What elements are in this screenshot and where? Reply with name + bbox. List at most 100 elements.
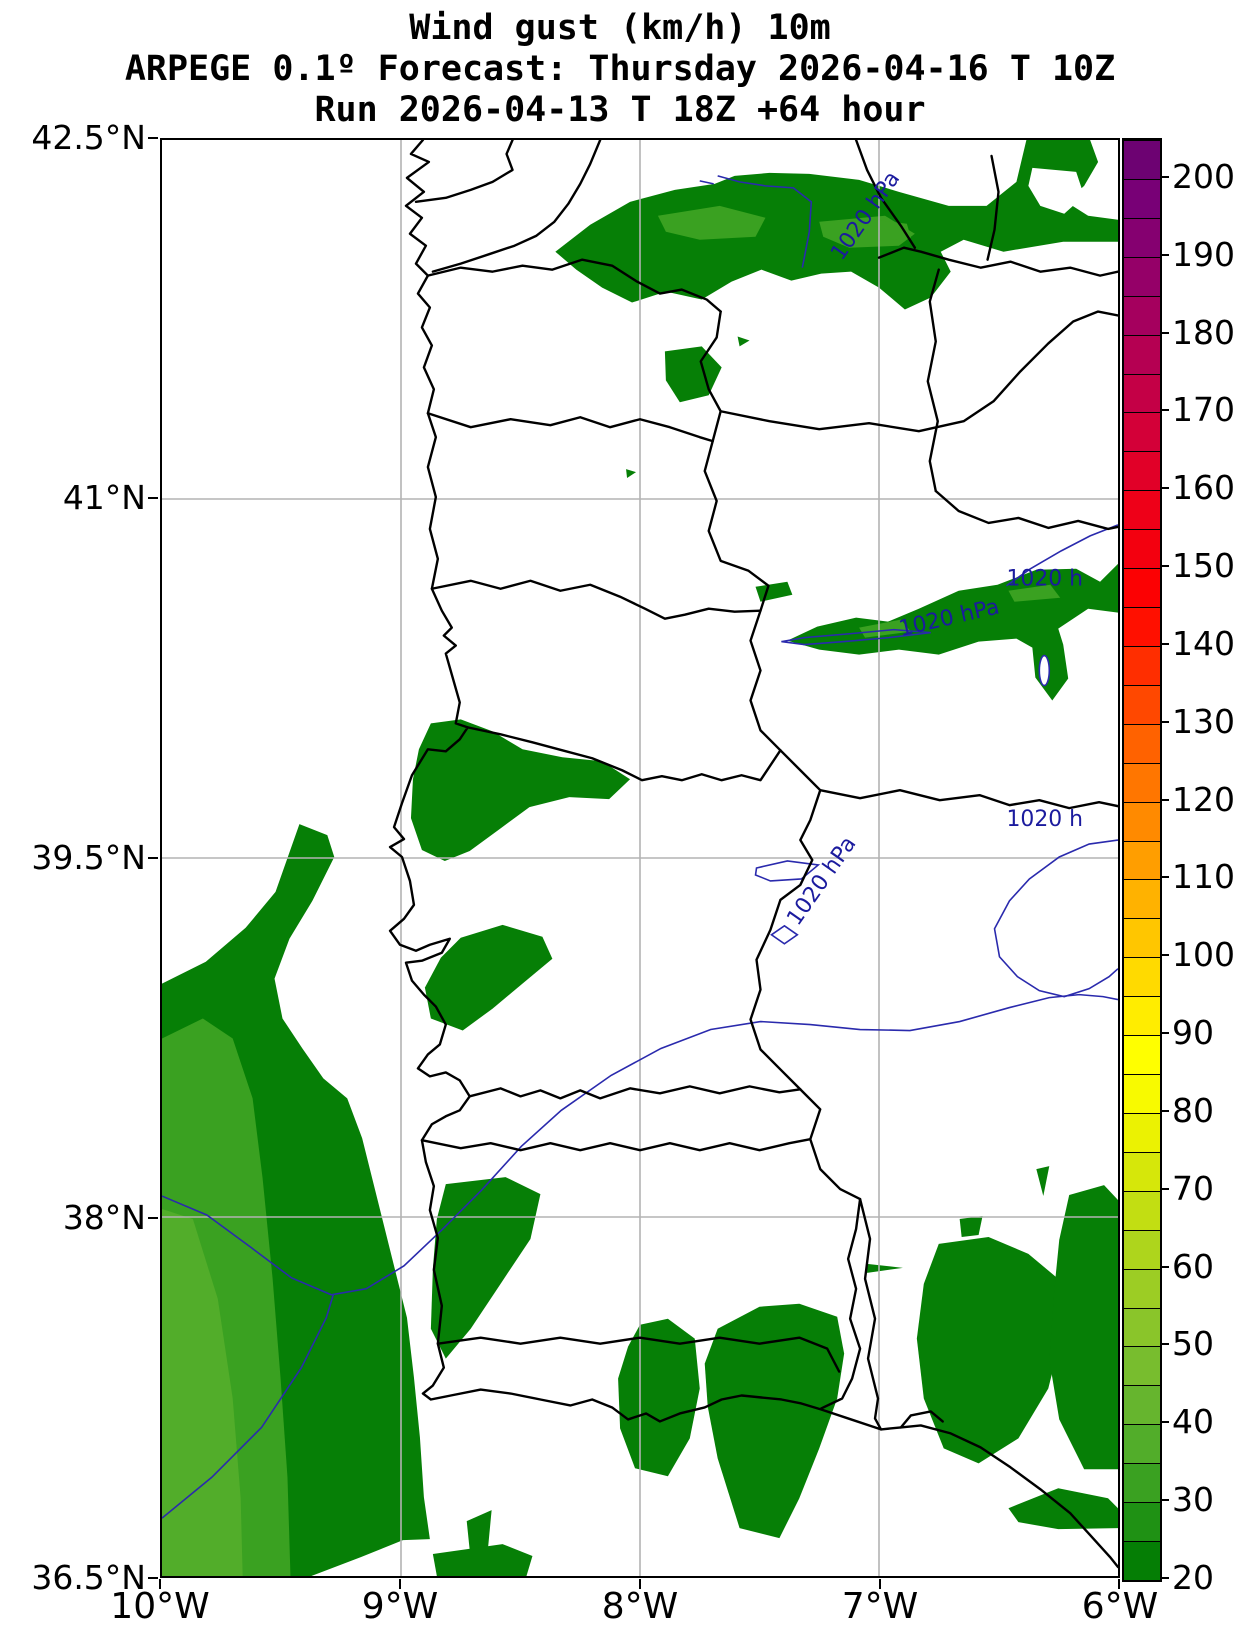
- colorbar-tick: [1160, 642, 1169, 645]
- y-tick-label: 36.5°N: [31, 1558, 146, 1597]
- x-tick-label: 7°W: [841, 1586, 919, 1627]
- colorbar-segment: [1124, 723, 1160, 763]
- isobar-label-clipped: 1020 h: [1006, 807, 1083, 832]
- map-plot-area: 1020 hPa 1020 hPa 1020 hPa 1020 h 1020 h: [160, 138, 1120, 1578]
- y-tick-label: 42.5°N: [31, 118, 146, 157]
- colorbar-tick-label: 190: [1172, 234, 1235, 274]
- colorbar-tick: [1160, 954, 1169, 957]
- colorbar-tick-label: 160: [1172, 468, 1235, 508]
- colorbar-tick: [1160, 876, 1169, 879]
- colorbar-segment: [1124, 918, 1160, 958]
- colorbar-tick-label: 30: [1172, 1480, 1214, 1520]
- figure-title: Wind gust (km/h) 10m: [409, 8, 831, 48]
- x-tick-label: 9°W: [361, 1586, 439, 1627]
- x-tick: [399, 1579, 401, 1589]
- x-tick: [879, 1579, 881, 1589]
- isobar-label: 1020 hPa: [782, 832, 861, 930]
- y-tick: [148, 857, 158, 859]
- colorbar-segment: [1124, 1346, 1160, 1386]
- colorbar-tick: [1160, 409, 1169, 412]
- colorbar-segment: [1124, 568, 1160, 607]
- colorbar-tick: [1160, 1499, 1169, 1502]
- colorbar-segment: [1124, 801, 1160, 841]
- y-tick-label: 39.5°N: [31, 838, 146, 877]
- colorbar-segment: [1124, 1229, 1160, 1269]
- colorbar-segment: [1124, 1541, 1160, 1580]
- colorbar-tick-label: 60: [1172, 1246, 1214, 1286]
- figure-run-info: Run 2026-04-13 T 18Z +64 hour: [314, 90, 926, 130]
- x-tick-label: 6°W: [1081, 1586, 1159, 1627]
- x-tick-label: 8°W: [601, 1586, 679, 1627]
- colorbar-tick: [1160, 1421, 1169, 1424]
- colorbar-tick-label: 180: [1172, 312, 1235, 352]
- colorbar-tick-label: 130: [1172, 701, 1235, 741]
- colorbar-segment: [1124, 334, 1160, 374]
- colorbar-tick: [1160, 253, 1169, 256]
- colorbar-tick: [1160, 331, 1169, 334]
- y-tick-label: 38°N: [62, 1198, 146, 1237]
- colorbar-tick-label: 40: [1172, 1402, 1214, 1442]
- colorbar-segment: [1124, 178, 1160, 218]
- colorbar-tick: [1160, 487, 1169, 490]
- x-tick: [1118, 1579, 1120, 1589]
- colorbar-segment: [1124, 684, 1160, 724]
- colorbar-segment: [1124, 1035, 1160, 1075]
- colorbar-segment: [1124, 1074, 1160, 1113]
- colorbar-tick: [1160, 1577, 1169, 1579]
- x-tick: [159, 1579, 161, 1589]
- y-tick: [148, 1577, 158, 1579]
- y-tick-label: 41°N: [62, 478, 146, 517]
- isobar-1020: [162, 175, 1118, 1519]
- colorbar-tick-label: 150: [1172, 546, 1235, 586]
- colorbar-segment: [1124, 373, 1160, 413]
- colorbar-segment: [1124, 879, 1160, 919]
- colorbar-tick: [1160, 1343, 1169, 1346]
- colorbar-tick: [1160, 565, 1169, 568]
- y-tick: [148, 497, 158, 499]
- colorbar-tick-label: 100: [1172, 935, 1235, 975]
- fill-notch: [1028, 167, 1085, 214]
- colorbar-segment: [1124, 140, 1160, 179]
- colorbar-segment: [1124, 451, 1160, 491]
- colorbar-tick: [1160, 798, 1169, 801]
- colorbar-segment: [1124, 217, 1160, 257]
- colorbar-tick-label: 200: [1172, 156, 1235, 196]
- colorbar-tick: [1160, 175, 1169, 178]
- gust-fill-35: [162, 1209, 243, 1576]
- y-tick: [148, 1217, 158, 1219]
- map-canvas: 1020 hPa 1020 hPa 1020 hPa 1020 h 1020 h: [162, 140, 1118, 1576]
- colorbar-tick: [1160, 1265, 1169, 1268]
- colorbar-tick-label: 50: [1172, 1324, 1214, 1364]
- colorbar-tick: [1160, 720, 1169, 723]
- figure-subtitle: ARPEGE 0.1º Forecast: Thursday 2026-04-1…: [124, 49, 1116, 89]
- colorbar-tick-label: 20: [1172, 1558, 1214, 1597]
- x-tick: [639, 1579, 641, 1589]
- isobar-label-clipped: 1020 h: [1006, 567, 1083, 592]
- colorbar: [1122, 138, 1162, 1582]
- colorbar-segment: [1124, 295, 1160, 335]
- colorbar-tick-label: 70: [1172, 1168, 1214, 1208]
- colorbar-segment: [1124, 490, 1160, 530]
- colorbar-segment: [1124, 996, 1160, 1036]
- colorbar-segment: [1124, 762, 1160, 802]
- colorbar-segment: [1124, 840, 1160, 880]
- colorbar-tick-label: 90: [1172, 1013, 1214, 1053]
- colorbar-tick: [1160, 1032, 1169, 1035]
- colorbar-segment: [1124, 529, 1160, 569]
- colorbar-segment: [1124, 1385, 1160, 1425]
- colorbar-segment: [1124, 645, 1160, 685]
- colorbar-tick-label: 120: [1172, 779, 1235, 819]
- colorbar-segment: [1124, 1463, 1160, 1503]
- colorbar-segment: [1124, 1502, 1160, 1542]
- colorbar-segment: [1124, 1190, 1160, 1230]
- colorbar-tick-label: 80: [1172, 1090, 1214, 1130]
- colorbar-segment: [1124, 1151, 1160, 1191]
- coastline-and-borders: [388, 140, 1118, 1569]
- colorbar-tick-label: 110: [1172, 857, 1235, 897]
- colorbar-segment: [1124, 1112, 1160, 1152]
- x-tick-label: 10°W: [110, 1586, 210, 1627]
- colorbar-segment: [1124, 412, 1160, 452]
- colorbar-tick-label: 170: [1172, 390, 1235, 430]
- colorbar-segment: [1124, 1307, 1160, 1347]
